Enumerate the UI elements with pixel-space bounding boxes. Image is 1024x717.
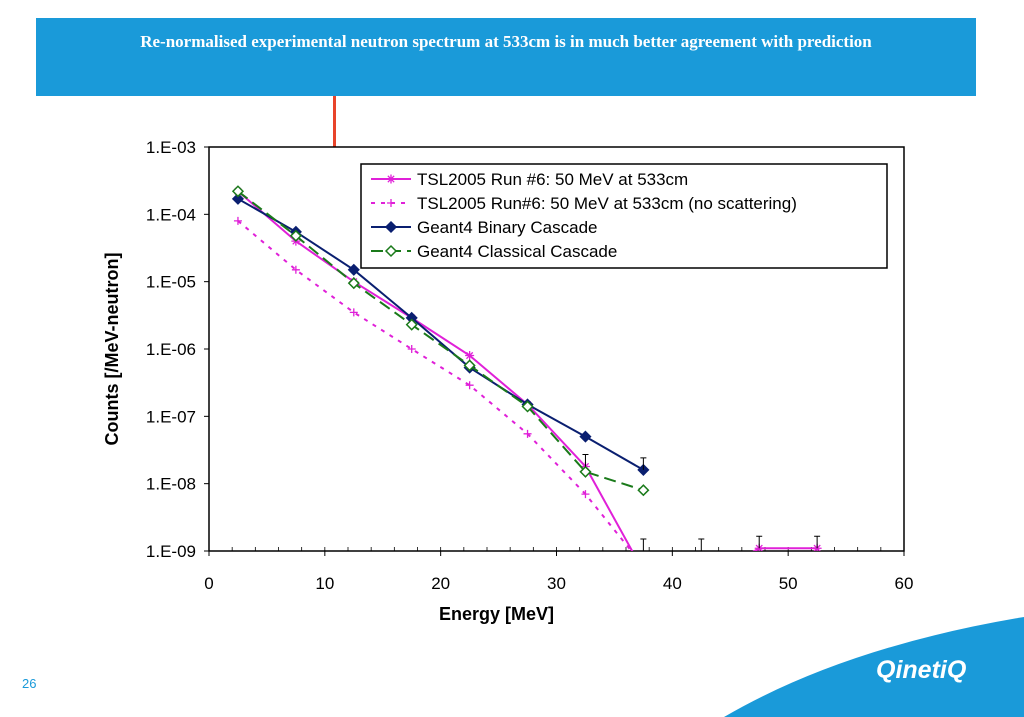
- qinetiq-logo: QinetiQ: [876, 656, 967, 684]
- x-tick-label: 30: [547, 574, 566, 593]
- series-line-3: [237, 190, 644, 492]
- error-bar: [640, 538, 647, 551]
- series-3-point: [347, 277, 360, 290]
- series-1-point: [349, 308, 358, 317]
- legend-marker-2: [384, 220, 398, 234]
- series-3-point: [405, 318, 418, 331]
- series-2-point: [579, 430, 592, 443]
- y-tick-label: 1.E-09: [146, 542, 196, 561]
- series-3-point: [289, 229, 302, 242]
- legend-box: [360, 163, 888, 269]
- error-bar: [756, 535, 763, 549]
- series-3-point: [579, 465, 592, 478]
- series-1-point: [581, 490, 590, 499]
- x-tick-label: 50: [779, 574, 798, 593]
- legend-marker-1: [387, 199, 395, 207]
- series-1-point: [407, 345, 416, 353]
- series-0-point: [754, 543, 764, 551]
- series-2-point: [231, 192, 245, 205]
- slide-number: 26: [22, 676, 37, 691]
- legend-label-0: TSL2005 Run #6: 50 MeV at 533cm: [417, 170, 688, 189]
- x-tick-label: 10: [315, 574, 334, 593]
- y-tick-label: 1.E-04: [146, 205, 196, 224]
- x-tick-label: 60: [895, 574, 914, 593]
- error-bar: [582, 453, 589, 467]
- series-1-point: [291, 265, 300, 274]
- x-tick-label: 40: [663, 574, 682, 593]
- series-3-point: [463, 359, 476, 372]
- x-tick-label: 20: [431, 574, 450, 593]
- series-3-point: [231, 185, 245, 198]
- legend-label-1: TSL2005 Run#6: 50 MeV at 533cm (no scatt…: [417, 194, 797, 213]
- series-0-point: [812, 543, 822, 551]
- series-1-point: [465, 381, 474, 390]
- y-tick-label: 1.E-05: [146, 273, 196, 292]
- legend-marker-0: [386, 174, 396, 184]
- legend-marker-3: [384, 244, 398, 258]
- y-axis-label: Counts [/MeV-neutron]: [102, 253, 122, 446]
- title-banner: Re-normalised experimental neutron spect…: [36, 18, 976, 96]
- x-axis-label: Energy [MeV]: [439, 604, 554, 624]
- legend-label-3: Geant4 Classical Cascade: [417, 242, 617, 261]
- logo-swoosh: [724, 617, 1024, 717]
- x-tick-label: 0: [204, 574, 213, 593]
- y-tick-label: 1.E-03: [146, 138, 196, 157]
- series-1-point: [523, 429, 532, 438]
- series-3-point: [637, 484, 650, 497]
- series-line-1: [237, 220, 633, 551]
- y-tick-label: 1.E-06: [146, 340, 196, 359]
- series-0-point: [465, 351, 475, 361]
- legend-label-2: Geant4 Binary Cascade: [417, 218, 598, 237]
- plot-series-group: [231, 185, 822, 551]
- series-1-point: [233, 216, 242, 225]
- slide-title: Re-normalised experimental neutron spect…: [140, 32, 872, 51]
- error-bar: [814, 535, 821, 549]
- series-2-point: [347, 263, 360, 276]
- y-tick-label: 1.E-07: [146, 407, 196, 426]
- error-bar: [698, 538, 705, 551]
- series-line-2: [237, 197, 644, 471]
- series-3-point: [521, 400, 534, 413]
- error-bar: [640, 457, 647, 470]
- y-tick-label: 1.E-08: [146, 475, 196, 494]
